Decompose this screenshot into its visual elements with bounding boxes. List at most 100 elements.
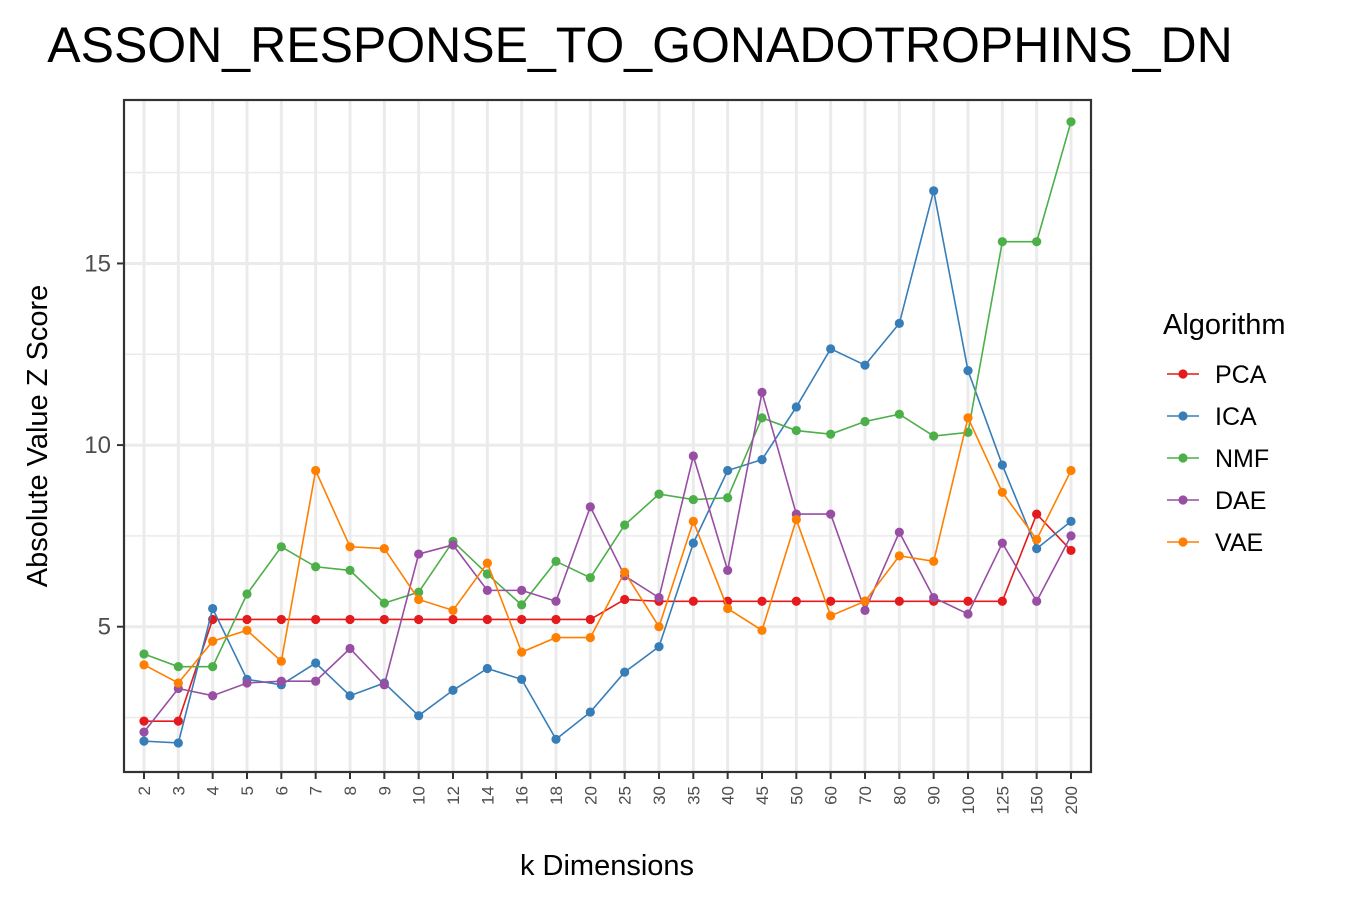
y-axis: 5 10 15 — [84, 250, 124, 641]
legend-label: ICA — [1215, 403, 1257, 431]
series-line — [143, 121, 1072, 668]
data-point — [414, 587, 424, 597]
data-point — [1066, 516, 1076, 526]
data-point — [208, 691, 218, 701]
data-point — [620, 520, 630, 530]
data-point — [208, 662, 218, 672]
data-point — [688, 596, 698, 606]
data-point — [723, 565, 733, 576]
data-point — [482, 569, 492, 579]
x-tick-label: 25 — [616, 786, 635, 805]
legend-label: NMF — [1215, 445, 1269, 473]
x-tick-label: 18 — [547, 786, 566, 805]
data-point — [1066, 545, 1076, 556]
x-tick-label: 30 — [650, 786, 669, 805]
data-point — [173, 662, 183, 672]
x-tick-label: 12 — [444, 786, 463, 805]
data-point — [1032, 596, 1042, 606]
data-point — [311, 562, 321, 572]
data-point — [894, 318, 904, 328]
x-axis: 2 3 4 5 6 7 8 9 10 12 14 16 18 20 25 30 35 40 45 50 60 70 80 90… — [135, 772, 1081, 814]
data-point — [654, 642, 664, 652]
data-point — [894, 551, 904, 561]
series-line — [144, 512, 1072, 722]
x-tick-label: 4 — [204, 786, 223, 795]
data-point — [723, 603, 733, 614]
data-point — [688, 538, 698, 548]
series-line — [143, 415, 1072, 685]
data-point — [826, 611, 836, 621]
data-point — [723, 493, 733, 503]
data-point — [1032, 237, 1042, 247]
legend-label: PCA — [1215, 361, 1267, 389]
data-point — [997, 237, 1007, 247]
x-tick-label: 60 — [822, 786, 841, 805]
series-ica — [139, 186, 1076, 748]
data-point — [791, 402, 801, 412]
data-point — [585, 573, 595, 583]
data-point — [139, 727, 149, 737]
data-point — [551, 556, 561, 566]
x-tick-label: 6 — [272, 786, 291, 795]
x-tick-label: 8 — [341, 786, 360, 795]
data-point — [414, 614, 424, 625]
data-point — [929, 431, 939, 441]
data-point — [551, 614, 561, 625]
legend-item-pca: PCA — [1167, 361, 1267, 389]
series-dae — [139, 387, 1076, 737]
x-tick-label: 150 — [1028, 786, 1047, 814]
data-point — [791, 514, 801, 525]
data-point — [620, 594, 630, 605]
x-tick-label: 2 — [135, 786, 154, 795]
y-axis-title: Absolute Value Z Score — [22, 285, 54, 588]
x-tick-label: 7 — [307, 786, 326, 795]
data-point — [448, 605, 458, 615]
data-point — [414, 549, 424, 559]
data-point — [448, 614, 458, 625]
data-point — [517, 647, 527, 657]
data-point — [345, 691, 355, 701]
data-point — [1032, 544, 1042, 554]
data-point — [654, 489, 664, 499]
x-tick-label: 200 — [1062, 786, 1081, 814]
x-tick-label: 35 — [684, 786, 703, 805]
legend-item-dae: DAE — [1167, 487, 1266, 515]
x-tick-label: 9 — [375, 786, 394, 795]
data-point — [311, 676, 321, 686]
data-point — [242, 678, 252, 688]
series-nmf — [139, 117, 1076, 672]
data-point — [379, 614, 389, 625]
data-point — [997, 487, 1007, 497]
data-point — [963, 413, 973, 423]
data-point — [997, 460, 1007, 470]
data-point — [139, 660, 149, 670]
legend-key-point — [1178, 369, 1188, 379]
x-tick-label: 3 — [169, 786, 188, 795]
data-point — [345, 614, 355, 625]
data-point — [551, 596, 561, 606]
data-point — [757, 413, 767, 423]
data-point — [723, 465, 733, 476]
data-point — [311, 658, 321, 668]
data-point — [894, 527, 904, 537]
data-point — [379, 544, 389, 554]
data-point — [173, 716, 183, 726]
legend-items: PCA ICA NMF DAE VAE — [1167, 361, 1269, 557]
data-point — [517, 674, 527, 684]
data-point — [620, 567, 630, 577]
legend: Algorithm PCA ICA NMF DAE VAE — [1163, 309, 1286, 557]
legend-label: VAE — [1215, 529, 1263, 557]
legend-item-vae: VAE — [1167, 529, 1263, 557]
data-point — [688, 451, 698, 461]
data-point — [585, 707, 595, 717]
x-tick-label: 5 — [238, 786, 257, 795]
series-vae — [139, 413, 1076, 688]
data-point — [688, 516, 698, 526]
data-point — [448, 685, 458, 695]
data-point — [894, 409, 904, 419]
data-point — [517, 585, 527, 595]
series-line — [143, 392, 1072, 733]
data-point — [482, 663, 492, 674]
data-point — [311, 465, 321, 476]
legend-label: DAE — [1215, 487, 1266, 515]
